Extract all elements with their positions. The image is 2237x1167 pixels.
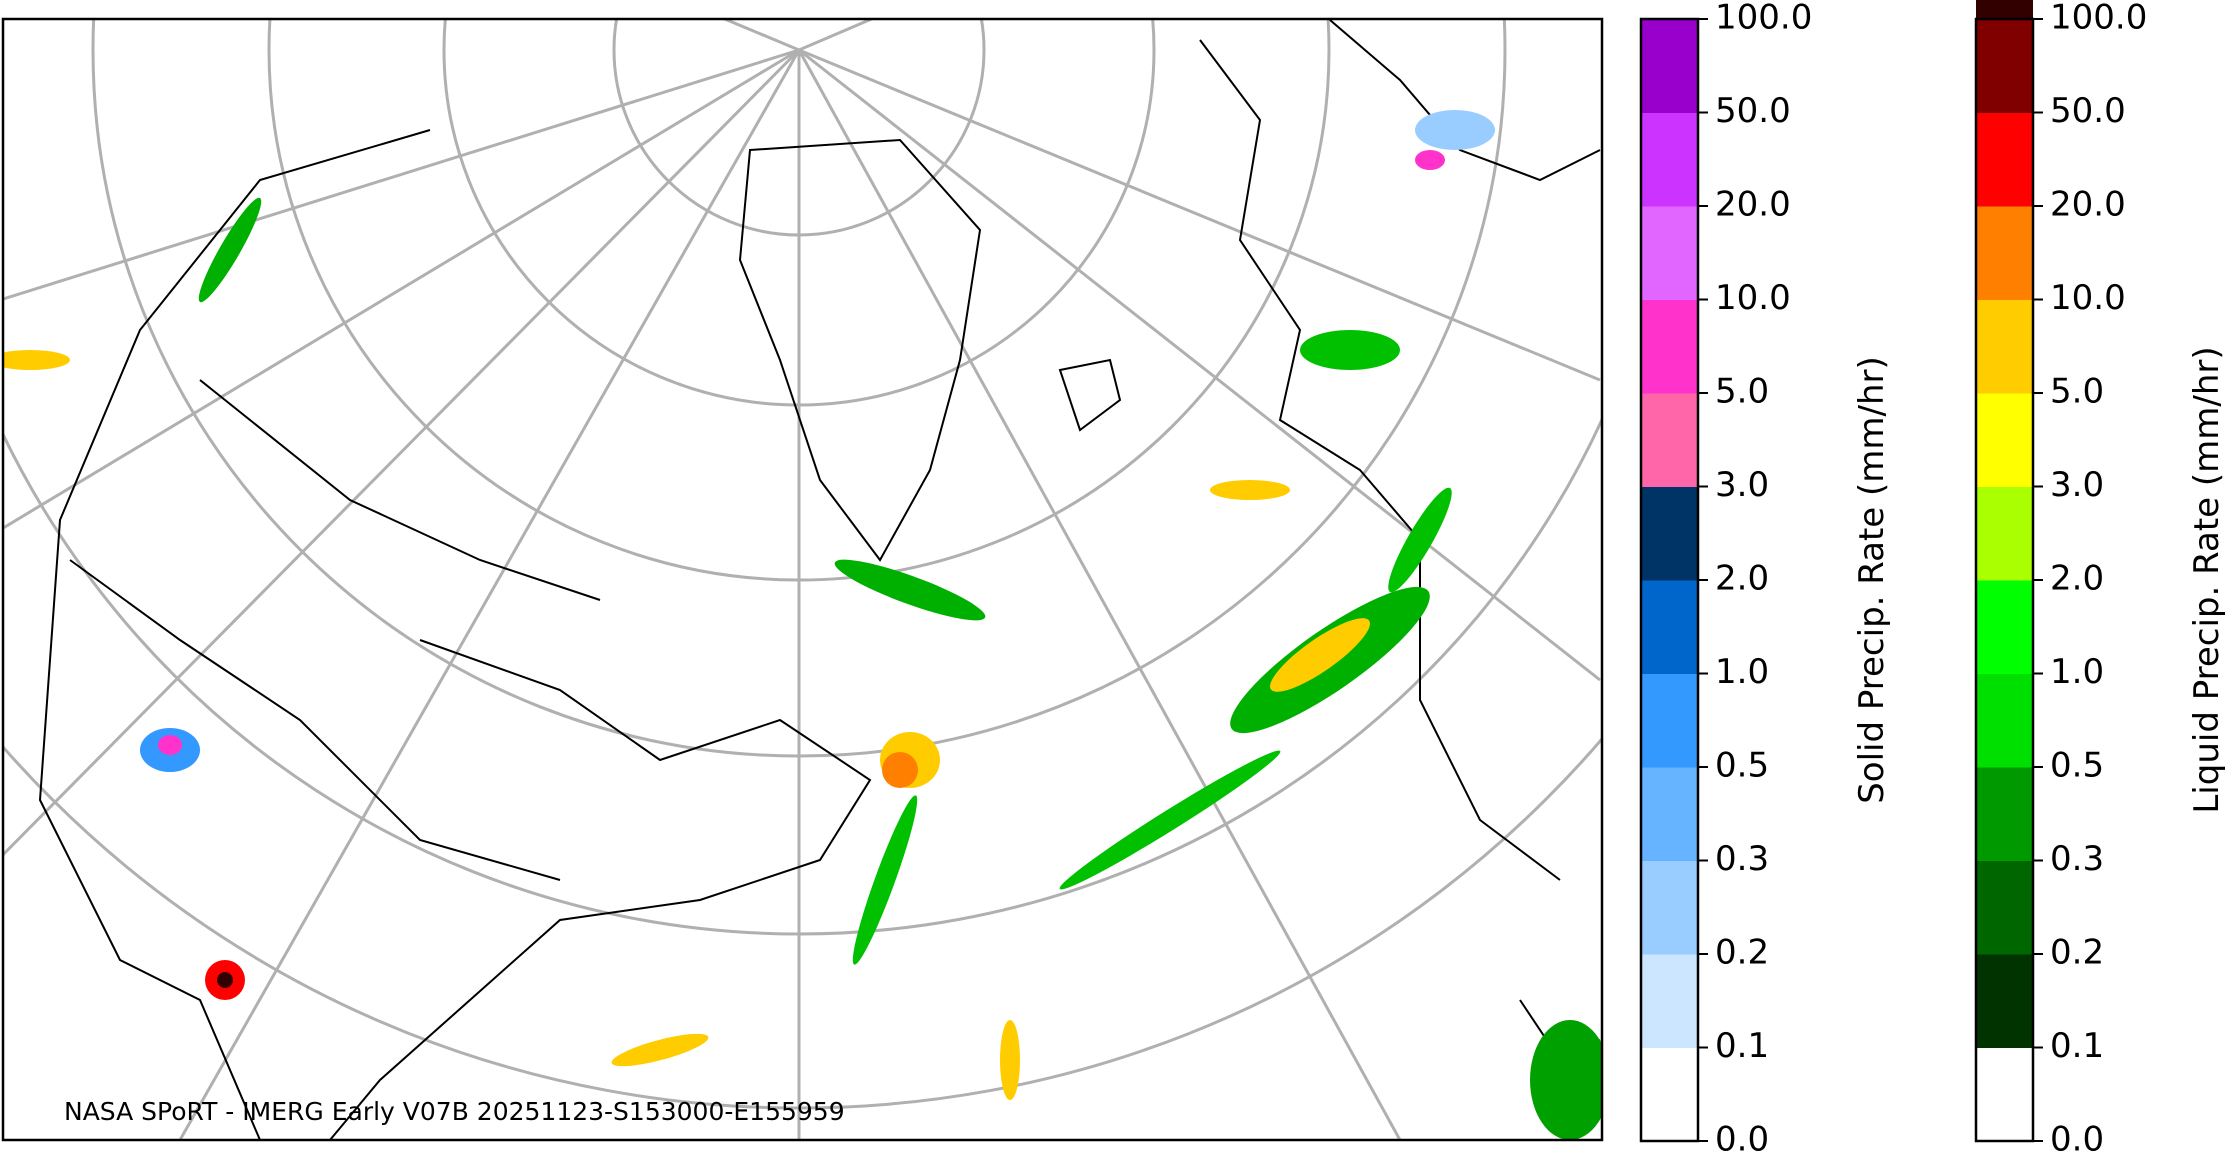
tick-label: 0.3 (1715, 839, 1769, 879)
caption: NASA SPoRT - IMERG Early V07B 20251123-S… (64, 1097, 845, 1126)
tick-label: 10.0 (1715, 278, 1791, 318)
colorbar-label: Solid Precip. Rate (mm/hr) (1852, 356, 1892, 804)
color-bin (1976, 0, 2033, 20)
tick-label: 2.0 (1715, 559, 1769, 599)
map: NASA SPoRT - IMERG Early V07B 20251123-S… (3, 19, 1602, 1140)
tick-label: 0.2 (2050, 933, 2104, 973)
color-bin (1976, 580, 2033, 674)
color-bin (1641, 19, 1698, 113)
color-bin (1976, 860, 2033, 955)
color-bin (1641, 1047, 1698, 1142)
tick-label: 0.0 (2050, 1120, 2104, 1160)
tick-label: 3.0 (2050, 465, 2104, 505)
tick-label: 0.1 (2050, 1026, 2104, 1066)
tick-label: 3.0 (1715, 465, 1769, 505)
tick-label: 5.0 (2050, 372, 2104, 412)
color-bin (1641, 767, 1698, 861)
graticule (3, 19, 1602, 1140)
color-bin (1976, 673, 2033, 768)
tick-label: 2.0 (2050, 559, 2104, 599)
coastlines (38, 19, 1601, 1140)
tick-label: 100.0 (2050, 0, 2147, 38)
color-bin (1641, 673, 1698, 768)
tick-label: 0.1 (1715, 1026, 1769, 1066)
colorbars: 0.0 0.1 0.2 0.3 0.5 1.0 2.0 3.0 5.0 10.0 20.0 50.0 1… (1639, 0, 2227, 1160)
color-bin (1976, 486, 2033, 581)
tick-label: 0.5 (1715, 746, 1769, 786)
tick-label: 0.2 (1715, 933, 1769, 973)
tick-label: 20.0 (2050, 185, 2126, 225)
color-bin (1641, 580, 1698, 674)
tick-label: 10.0 (2050, 278, 2126, 318)
tick-label: 5.0 (1715, 372, 1769, 412)
colorbar-label: Liquid Precip. Rate (mm/hr) (2187, 346, 2227, 813)
color-bin (1976, 954, 2033, 1048)
tick-label: 50.0 (1715, 91, 1791, 131)
color-bin (1976, 1047, 2033, 1142)
tick-label: 0.5 (2050, 746, 2104, 786)
color-bin (1976, 112, 2033, 207)
color-bin (1641, 393, 1698, 487)
color-bin (1641, 112, 1698, 207)
color-bin (1641, 206, 1698, 300)
color-bin (1976, 206, 2033, 300)
color-bin (1976, 767, 2033, 861)
color-bin (1641, 486, 1698, 581)
color-bin (1976, 19, 2033, 113)
tick-label: 0.3 (2050, 839, 2104, 879)
tick-label: 50.0 (2050, 91, 2126, 131)
tick-label: 20.0 (1715, 185, 1791, 225)
map-frame (1, 17, 1604, 1142)
color-bin (1976, 393, 2033, 487)
tick-label: 1.0 (2050, 652, 2104, 692)
color-bin (1641, 954, 1698, 1048)
color-bin (1641, 299, 1698, 394)
precipitation (3, 110, 1602, 1140)
color-bin (1976, 299, 2033, 394)
color-bin (1641, 860, 1698, 955)
tick-label: 100.0 (1715, 0, 1812, 38)
tick-label: 0.0 (1715, 1120, 1769, 1160)
tick-label: 1.0 (1715, 652, 1769, 692)
